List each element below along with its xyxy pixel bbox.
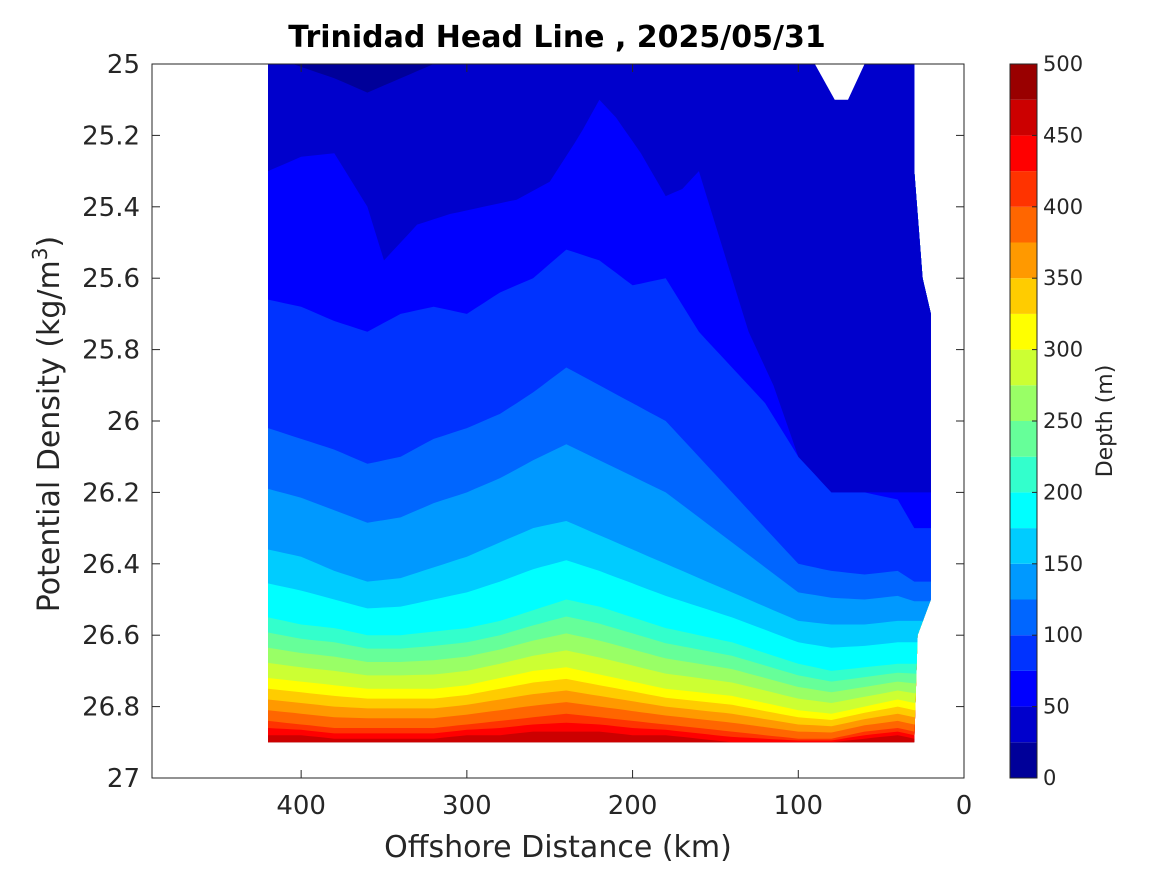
y-tick-label: 26.6 (82, 621, 140, 651)
y-axis-label: Potential Density (kg/m3) (28, 236, 67, 612)
y-axis-ticks: 25 25.2 25.4 25.6 25.8 26 26.2 26.4 26.6 26.8 27 (82, 50, 964, 794)
colorbar-tick-label: 50 (1043, 695, 1070, 719)
y-tick-label: 25 (107, 50, 140, 80)
colorbar-segment (1010, 171, 1037, 207)
chart-title: Trinidad Head Line , 2025/05/31 (288, 20, 825, 55)
y-tick-label: 26.4 (82, 550, 140, 580)
x-axis-label: Offshore Distance (km) (384, 830, 732, 865)
colorbar-tick-label: 300 (1043, 338, 1083, 362)
x-axis-ticks: 400 300 200 100 0 (276, 64, 972, 821)
colorbar-segment (1010, 670, 1037, 707)
colorbar-tick-label: 350 (1043, 266, 1083, 290)
y-tick-label: 26.8 (82, 693, 140, 723)
colorbar-segment (1010, 599, 1037, 636)
colorbar-segment (1010, 421, 1037, 457)
colorbar-segment (1010, 456, 1037, 493)
colorbar-tick-label: 500 (1043, 52, 1083, 76)
x-tick-label: 400 (276, 791, 326, 821)
colorbar-segment (1010, 492, 1037, 529)
colorbar: 0 50 100 150 200 250 300 350 400 450 500 (1009, 52, 1083, 790)
y-tick-label: 26 (107, 407, 140, 437)
colorbar-tick-label: 450 (1043, 123, 1083, 147)
colorbar-segment (1010, 742, 1037, 778)
colorbar-tick-label: 200 (1043, 480, 1083, 504)
colorbar-segment (1010, 313, 1037, 350)
colorbar-segment (1010, 206, 1037, 243)
y-axis-label-close: ) (32, 236, 67, 248)
y-axis-label-superscript: 3 (28, 247, 52, 260)
colorbar-tick-label: 400 (1043, 195, 1083, 219)
colorbar-segment (1010, 135, 1037, 172)
contour-band-25 (268, 64, 931, 493)
y-tick-label: 25.8 (82, 336, 140, 366)
colorbar-tick-label: 150 (1043, 552, 1083, 576)
y-tick-label: 25.2 (82, 121, 140, 151)
colorbar-segment (1010, 706, 1037, 743)
colorbar-label: Depth (m) (1093, 365, 1118, 478)
y-axis-label-main: Potential Density (kg/m (32, 260, 67, 612)
colorbar-segment (1010, 99, 1037, 136)
y-tick-label: 26.2 (82, 478, 140, 508)
colorbar-segment (1010, 528, 1037, 564)
colorbar-segment (1010, 278, 1037, 314)
colorbar-tick-label: 100 (1043, 623, 1083, 647)
x-tick-label: 200 (608, 791, 658, 821)
y-tick-label: 25.6 (82, 264, 140, 294)
y-tick-label: 27 (107, 764, 140, 794)
colorbar-segment (1010, 64, 1037, 100)
colorbar-segment (1010, 385, 1037, 421)
unsampled-notch (814, 64, 865, 100)
colorbar-segment (1010, 635, 1037, 671)
x-tick-label: 300 (442, 791, 492, 821)
contour-fills (268, 64, 931, 743)
colorbar-segment (1010, 242, 1037, 279)
colorbar-segment (1010, 349, 1037, 386)
colorbar-tick-label: 250 (1043, 409, 1083, 433)
x-tick-label: 0 (956, 791, 973, 821)
x-tick-label: 100 (773, 791, 823, 821)
colorbar-tick-label: 0 (1043, 766, 1056, 790)
y-tick-label: 25.4 (82, 193, 140, 223)
colorbar-segment (1010, 563, 1037, 600)
contour-band-0 (268, 64, 931, 93)
